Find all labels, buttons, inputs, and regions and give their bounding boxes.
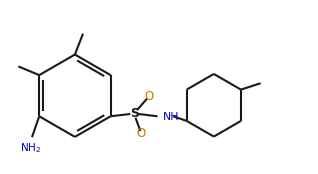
Text: O: O: [136, 127, 145, 140]
Text: NH: NH: [162, 112, 179, 122]
Text: S: S: [130, 108, 139, 120]
Text: NH$_2$: NH$_2$: [20, 141, 41, 155]
Text: O: O: [144, 90, 154, 103]
